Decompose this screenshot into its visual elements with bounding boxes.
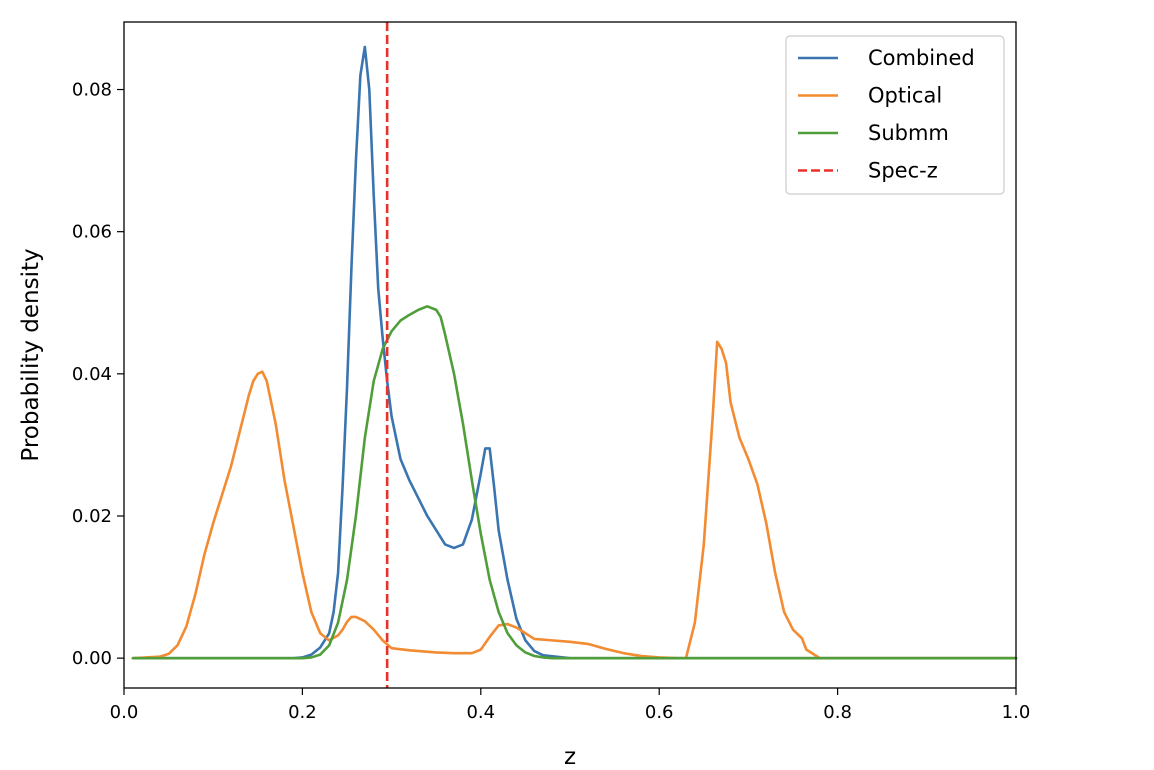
x-tick-label: 0.2 (288, 702, 317, 723)
legend: Combined Optical Submm Spec-z (785, 35, 1005, 195)
series-line-optical (131, 340, 1018, 660)
y-tick-label: 0.06 (72, 222, 112, 243)
y-tick-label: 0.02 (72, 506, 112, 527)
legend-label-spec-z: Spec-z (868, 159, 938, 183)
series-line-combined (131, 45, 1018, 660)
y-tick-label: 0.00 (72, 648, 112, 669)
x-tick-label: 1.0 (1002, 702, 1031, 723)
y-tick-label: 0.04 (72, 364, 112, 385)
x-tick-label: 0.6 (645, 702, 674, 723)
y-axis-label: Probability density (18, 248, 44, 461)
x-axis-label: z (564, 744, 576, 770)
plot-frame (123, 21, 1017, 689)
x-tick-label: 0.4 (466, 702, 495, 723)
x-tick-label: 0.0 (110, 702, 139, 723)
legend-label-submm: Submm (868, 121, 949, 145)
plot-lines (131, 45, 1018, 660)
legend-box (785, 35, 1005, 195)
series-line-submm (131, 305, 1018, 660)
legend-label-optical: Optical (868, 84, 942, 108)
legend-label-combined: Combined (868, 46, 975, 70)
y-tick-label: 0.08 (72, 80, 112, 101)
x-tick-label: 0.8 (823, 702, 852, 723)
y-axis-ticks: 0.00 0.02 0.04 0.06 0.08 (72, 80, 124, 669)
x-axis-ticks: 0.0 0.2 0.4 0.6 0.8 1.0 (110, 688, 1031, 723)
